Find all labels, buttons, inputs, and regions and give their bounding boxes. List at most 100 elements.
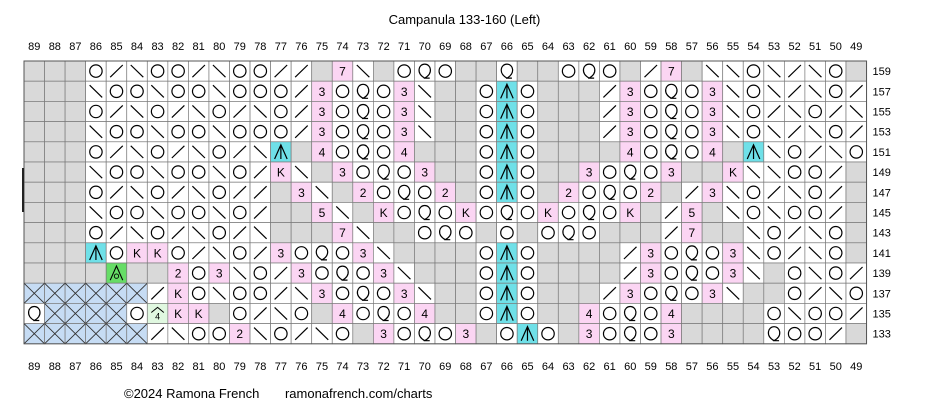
stitch-cell (619, 181, 641, 203)
cell-bg (64, 262, 86, 284)
yarn-over-symbol (89, 145, 103, 159)
ssk-symbol (212, 205, 226, 220)
ssk-symbol (418, 286, 432, 300)
yarn-over-symbol (274, 124, 288, 139)
cell-bg (722, 303, 744, 324)
yarn-over-symbol (643, 165, 658, 179)
stitch-cell (249, 161, 271, 183)
cell-bg (23, 242, 45, 264)
stitch-number: 3 (401, 105, 408, 119)
stitch-cell (660, 181, 682, 203)
stitch-cell (44, 141, 66, 163)
stitch-cell (619, 242, 641, 264)
k2tog-symbol (644, 64, 658, 78)
cell-bg (85, 181, 107, 203)
column-label: 51 (809, 361, 821, 373)
cell-bg (373, 101, 395, 122)
stitch-cell (414, 60, 436, 82)
stitch-cell (290, 121, 313, 143)
stitch-cell (599, 282, 621, 304)
stitch-cell (845, 323, 867, 345)
stitch-number: 3 (647, 267, 654, 281)
cell-bg (475, 161, 498, 183)
cell-bg (434, 121, 456, 143)
k2tog-symbol (294, 84, 309, 98)
stitch-cell (331, 323, 354, 345)
yarn-over-symbol (130, 124, 144, 139)
column-label: 89 (28, 41, 40, 53)
k2tog-symbol (191, 64, 206, 78)
cable-symbol (44, 282, 66, 304)
stitch-number: 3 (319, 125, 326, 139)
stitch-cell (393, 262, 415, 284)
ssk-symbol (726, 104, 740, 119)
cable-symbol (105, 323, 128, 345)
stitch-cell (825, 101, 847, 122)
yarn-over-symbol (274, 104, 288, 119)
ssk-symbol (212, 84, 226, 98)
stitch-cell (270, 323, 292, 345)
cell-bg (455, 181, 477, 203)
stitch-cell (414, 181, 436, 203)
stitch-cell: 4 (414, 303, 436, 324)
cell-bg (578, 242, 600, 264)
ssk-symbol (746, 266, 761, 280)
stitch-cell (578, 222, 600, 244)
stitch-cell (44, 282, 66, 304)
cell-bg (414, 242, 436, 264)
column-label: 55 (727, 41, 739, 53)
yarn-over-symbol (376, 145, 391, 159)
column-label: 60 (624, 41, 636, 53)
stitch-cell: K (455, 202, 477, 223)
stitch-cell (496, 242, 518, 264)
stitch-cell (783, 282, 806, 304)
stitch-cell (229, 242, 251, 264)
k2tog-symbol (233, 104, 247, 119)
stitch-cell (23, 121, 45, 143)
ssk-symbol (150, 84, 165, 98)
stitch-cell: 3 (660, 323, 682, 345)
column-label: 64 (542, 41, 554, 53)
stitch-cell (23, 181, 45, 203)
cell-bg (23, 121, 45, 143)
stitch-cell (249, 242, 271, 264)
stitch-cell (85, 282, 107, 304)
website-link[interactable]: ramonafrench.com/charts (284, 386, 433, 401)
yarn-over-symbol (685, 286, 699, 301)
cell-bg (516, 141, 539, 163)
stitch-number: 3 (586, 327, 593, 341)
stitch-cell (825, 161, 847, 183)
stitch-cell (537, 282, 559, 304)
yarn-over-symbol (150, 64, 165, 78)
stitch-cell (85, 181, 107, 203)
yarn-over-symbol (787, 266, 802, 280)
cell-bg (537, 242, 559, 264)
stitch-cell (23, 242, 45, 264)
stitch-cell (825, 181, 847, 203)
stitch-cell (167, 161, 189, 183)
cell-bg (105, 121, 128, 143)
cell-bg (475, 222, 498, 244)
cell-bg (393, 60, 415, 82)
stitch-cell (249, 181, 271, 203)
stitch-cell (188, 80, 210, 102)
stitch-cell: 4 (578, 303, 600, 324)
stitch-number: 3 (298, 267, 305, 281)
stitch-cell (681, 181, 703, 203)
cell-bg (126, 80, 148, 102)
stitch-cell (146, 181, 169, 203)
column-label: 54 (747, 361, 759, 373)
yarn-over-symbol (150, 185, 165, 200)
cell-bg (475, 101, 498, 122)
stitch-cell (804, 282, 826, 304)
stitch-cell (126, 60, 148, 82)
stitch-cell (660, 262, 682, 284)
stitch-cell (722, 141, 744, 163)
yarn-over-symbol (397, 165, 411, 179)
stitch-number: 3 (627, 287, 634, 301)
cell-bg (352, 161, 374, 183)
stitch-cell (23, 60, 45, 82)
stitch-cell (496, 141, 518, 163)
yarn-over-symbol (89, 104, 103, 119)
column-label: 49 (850, 361, 862, 373)
